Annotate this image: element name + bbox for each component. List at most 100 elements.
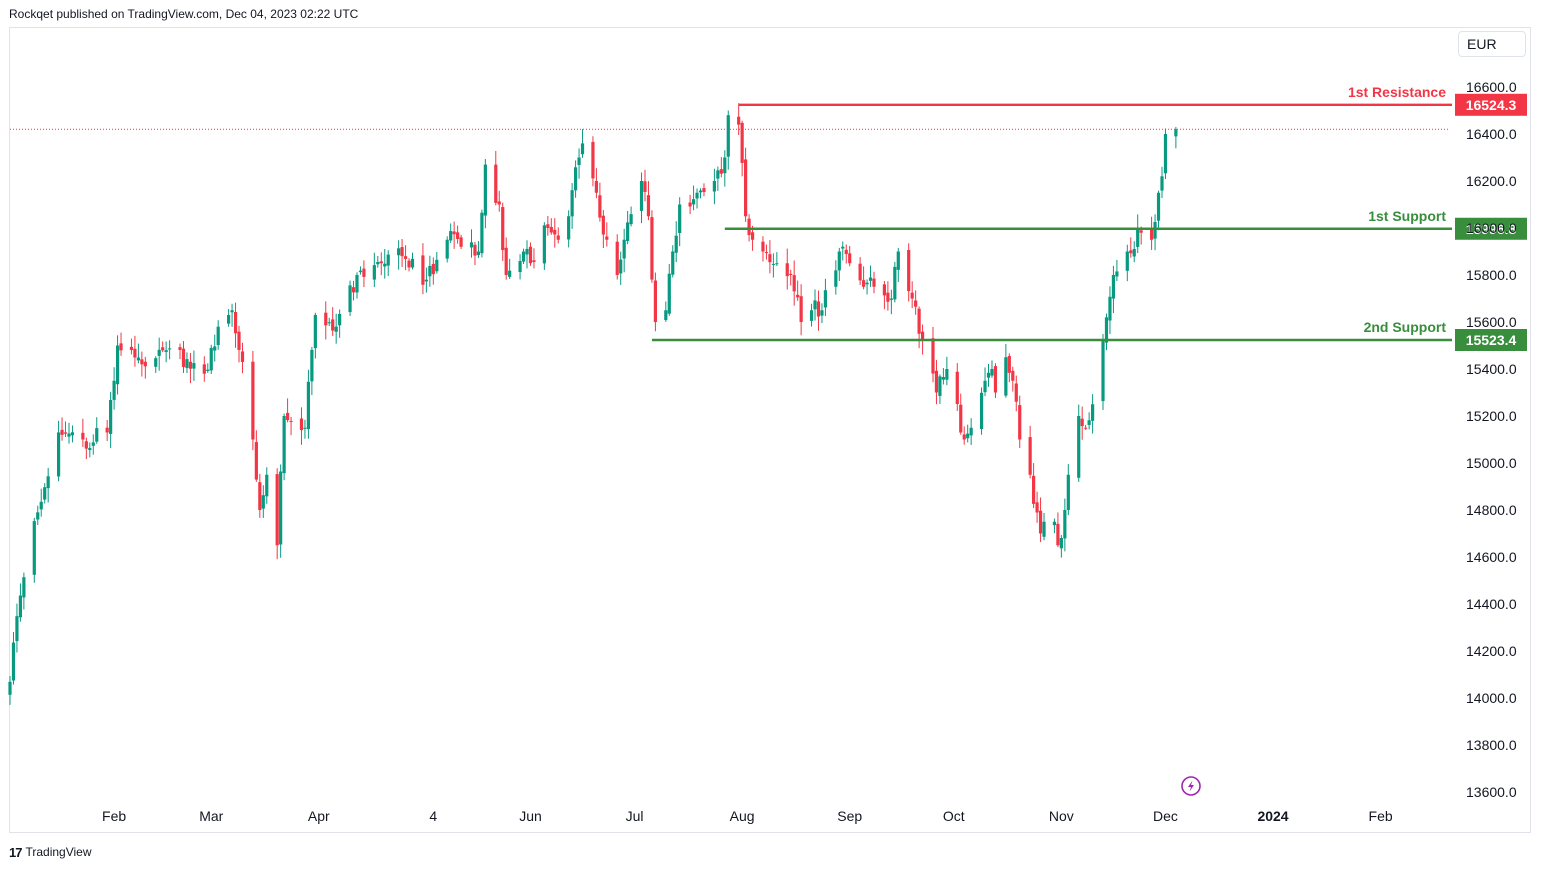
y-tick-label: 13600.0 xyxy=(1466,784,1517,800)
candle-body xyxy=(379,261,383,264)
candle-body xyxy=(601,215,605,235)
candle-body xyxy=(1153,221,1157,239)
candle-body xyxy=(1007,355,1011,373)
candle-body xyxy=(351,287,356,293)
candle-body xyxy=(303,427,307,429)
lightning-icon[interactable] xyxy=(1181,776,1201,796)
candle-body xyxy=(233,312,238,334)
candle-body xyxy=(841,246,845,249)
candle-body xyxy=(848,253,852,264)
x-tick-label: Feb xyxy=(1369,808,1393,824)
candle-body xyxy=(1063,510,1067,539)
candle-body xyxy=(181,348,186,367)
candle-body xyxy=(421,255,425,285)
candle-body xyxy=(1091,404,1095,421)
candle-body xyxy=(1080,418,1084,427)
candle-body xyxy=(143,361,147,367)
candle-body xyxy=(11,642,16,681)
candle-body xyxy=(1059,537,1063,549)
y-tick-label: 15000.0 xyxy=(1466,455,1517,471)
candle-body xyxy=(1084,427,1088,429)
candle-body xyxy=(1014,383,1018,402)
candle-body xyxy=(209,347,213,371)
y-tick-label: 13800.0 xyxy=(1466,737,1517,753)
candle-body xyxy=(966,433,970,439)
candle-body xyxy=(1136,228,1140,247)
candle-body xyxy=(494,164,498,203)
candle-body xyxy=(39,501,43,510)
x-tick-label: Oct xyxy=(943,808,965,824)
x-tick-label: Dec xyxy=(1153,808,1178,824)
candle-body xyxy=(1125,251,1129,271)
candle-body xyxy=(1111,275,1116,299)
candle-body xyxy=(88,447,92,451)
candle-body xyxy=(282,416,286,474)
candle-body xyxy=(792,275,796,292)
candle-body xyxy=(1004,357,1008,396)
level-price-label: 16524.3 xyxy=(1466,97,1517,113)
candle-body xyxy=(823,290,828,308)
candle-body xyxy=(105,427,109,433)
candle-body xyxy=(740,122,744,163)
candle-body xyxy=(410,258,415,268)
x-tick-label: Mar xyxy=(199,808,223,824)
candle-body xyxy=(206,369,210,371)
candle-body xyxy=(643,181,647,192)
candle-body xyxy=(56,432,61,477)
y-tick-label: 14000.0 xyxy=(1466,690,1517,706)
footer-brand[interactable]: 17 TradingView xyxy=(9,843,92,861)
level-price-badge xyxy=(1455,93,1527,116)
level-price-label: 15523.4 xyxy=(1466,332,1517,348)
currency-button[interactable]: EUR xyxy=(1458,31,1526,57)
x-tick-label: Feb xyxy=(102,808,126,824)
candle-body xyxy=(109,400,113,434)
candle-body xyxy=(917,308,921,334)
candle-body xyxy=(254,442,258,480)
x-tick-label: Apr xyxy=(308,808,330,824)
candle-body xyxy=(934,370,939,393)
candle-body xyxy=(1032,475,1036,504)
candle-body xyxy=(383,263,387,267)
candle-body xyxy=(501,207,505,251)
candle-body xyxy=(702,188,706,193)
candle-body xyxy=(920,331,925,341)
candle-body xyxy=(528,246,533,264)
candle-body xyxy=(639,181,644,211)
candle-body xyxy=(1160,176,1164,191)
candle-body xyxy=(237,331,241,350)
candle-body xyxy=(136,357,140,361)
candle-body xyxy=(910,292,914,299)
candle-body xyxy=(764,252,769,254)
candle-body xyxy=(456,232,460,239)
candle-body xyxy=(785,263,789,277)
candle-body xyxy=(577,157,581,166)
candle-body xyxy=(480,212,484,254)
candle-body xyxy=(258,482,262,510)
candle-body xyxy=(1011,370,1015,381)
candle-body xyxy=(886,292,890,302)
candle-body xyxy=(140,359,144,365)
candle-body xyxy=(549,226,553,233)
candle-body xyxy=(712,181,716,192)
candle-body xyxy=(653,280,657,322)
candle-body xyxy=(476,251,481,256)
y-tick-label: 16600.0 xyxy=(1466,79,1517,95)
candle-body xyxy=(251,361,255,440)
candle-body xyxy=(36,512,40,520)
candle-body xyxy=(178,347,182,350)
candle-body xyxy=(63,432,68,434)
candle-body xyxy=(518,261,522,273)
candle-body xyxy=(313,314,317,349)
candle-body xyxy=(834,270,838,287)
footer-brand-label: TradingView xyxy=(25,845,92,859)
candle-body xyxy=(1163,134,1168,174)
candle-body xyxy=(813,300,817,310)
candle-body xyxy=(723,157,727,174)
candle-body xyxy=(154,358,158,367)
candle-body xyxy=(959,404,963,433)
candle-body xyxy=(664,310,668,320)
candle-body xyxy=(605,236,609,240)
candle-body xyxy=(938,376,942,396)
candle-body xyxy=(60,429,64,435)
